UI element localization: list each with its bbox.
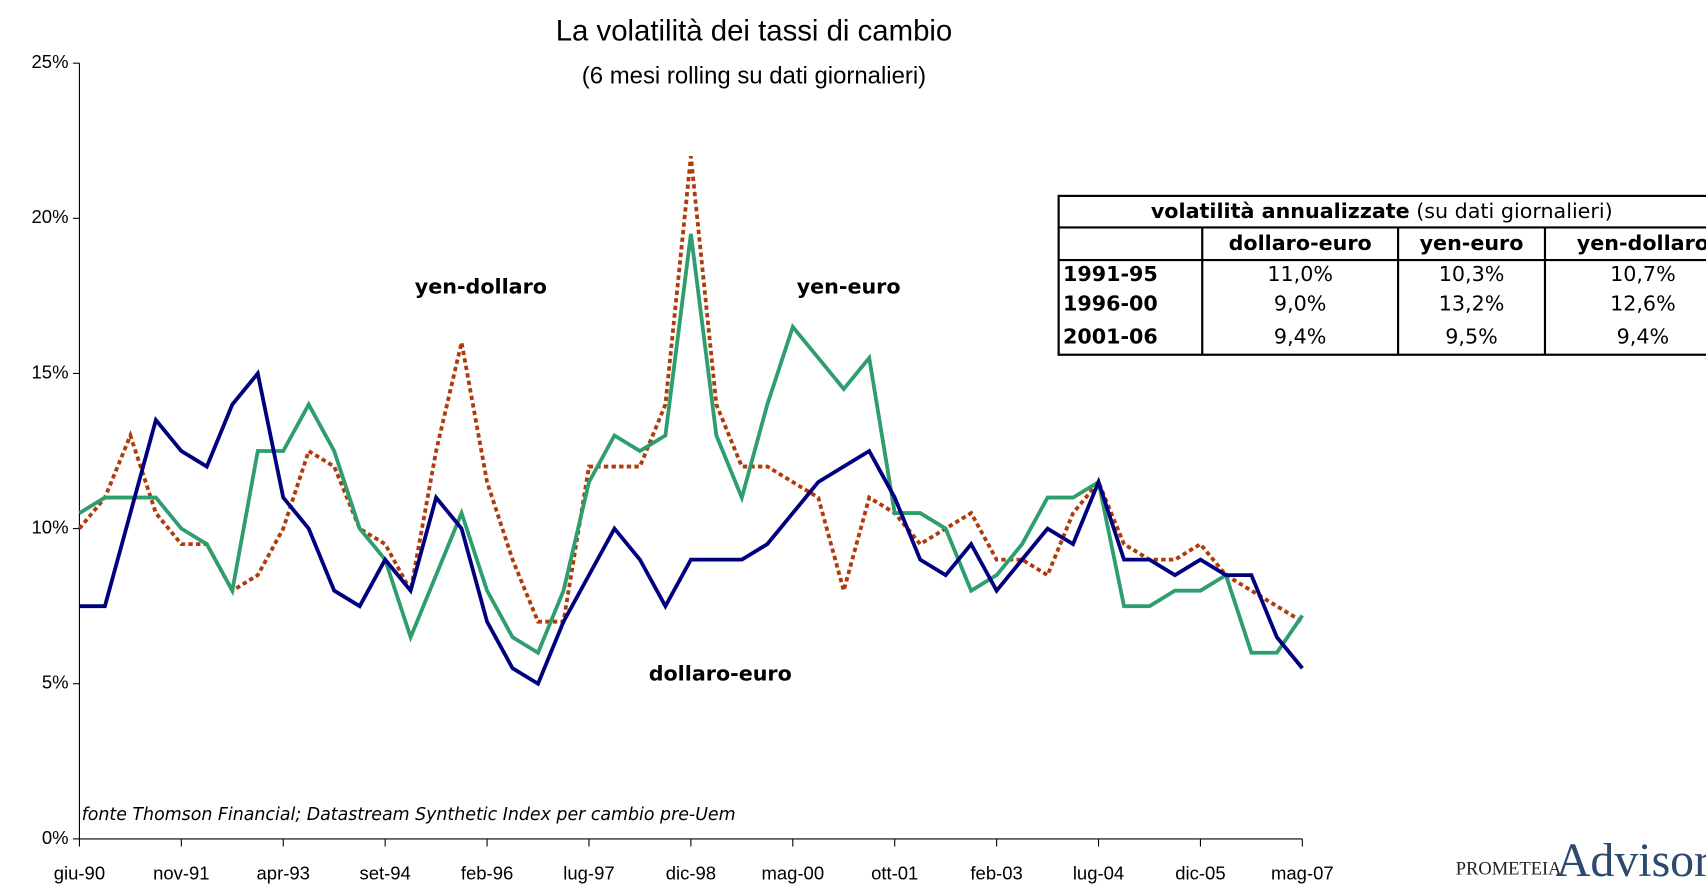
y-tick-label: 0% (42, 827, 69, 848)
y-tick-label: 15% (32, 361, 69, 382)
table-cell: 9,4% (1617, 324, 1669, 348)
x-tick-label: set-94 (359, 863, 410, 884)
logo-name: Advisor (1556, 834, 1706, 887)
y-tick-label: 5% (42, 672, 69, 693)
chart-title: La volatilità dei tassi di cambio (556, 14, 953, 47)
table-header: yen-dollaro (1577, 231, 1706, 255)
table-cell: 9,4% (1274, 324, 1326, 348)
table-title-main: volatilità annualizzate (1151, 199, 1410, 223)
table-title-note: (su dati giornalieri) (1416, 199, 1613, 223)
series-line (79, 369, 1304, 687)
summary-table: volatilità annualizzate (su dati giornali… (1057, 194, 1706, 356)
x-tick-label: lug-04 (1073, 863, 1124, 884)
table-header: dollaro-euro (1229, 231, 1372, 255)
x-tick-label: lug-97 (563, 863, 614, 884)
source-note: fonte Thomson Financial; Datastream Synt… (82, 805, 736, 825)
series-label: dollaro-euro (649, 662, 792, 686)
table-cell: 13,2% (1439, 292, 1505, 316)
y-tick-label: 20% (32, 206, 69, 227)
table-cell: 12,6% (1610, 292, 1676, 316)
table-cell: 10,7% (1610, 262, 1676, 286)
table-cell: 11,0% (1267, 262, 1333, 286)
x-tick-label: mag-07 (1271, 863, 1334, 884)
series-label: yen-euro (797, 274, 901, 298)
x-tick-label: feb-03 (970, 863, 1022, 884)
x-tick-label: feb-96 (461, 863, 513, 884)
series-label: yen-dollaro (415, 274, 547, 298)
table-cell: 9,5% (1445, 324, 1497, 348)
table-header: yen-euro (1420, 231, 1524, 255)
y-tick-label: 10% (32, 516, 69, 537)
x-tick-label: dic-98 (666, 863, 716, 884)
x-tick-label: giu-90 (54, 863, 105, 884)
table-row-label: 1991-95 (1063, 262, 1158, 286)
y-tick-label: 25% (32, 51, 69, 72)
x-tick-label: dic-05 (1175, 863, 1225, 884)
x-tick-label: apr-93 (257, 863, 310, 884)
table-border (1057, 194, 1706, 356)
chart-subtitle: (6 mesi rolling su dati giornalieri) (582, 63, 926, 90)
series-line (77, 156, 1304, 624)
x-tick-label: nov-91 (153, 863, 210, 884)
x-tick-label: mag-00 (761, 863, 824, 884)
logo: PROMETEIA Advisor (1456, 834, 1706, 887)
table-cell: 10,3% (1439, 262, 1505, 286)
table-cell: 9,0% (1274, 292, 1326, 316)
table-row-label: 2001-06 (1063, 324, 1158, 348)
logo-brand: PROMETEIA (1456, 859, 1562, 879)
table-title: volatilità annualizzate (su dati giornali… (1151, 199, 1613, 223)
table-row-label: 1996-00 (1063, 292, 1158, 316)
x-tick-label: ott-01 (871, 863, 918, 884)
